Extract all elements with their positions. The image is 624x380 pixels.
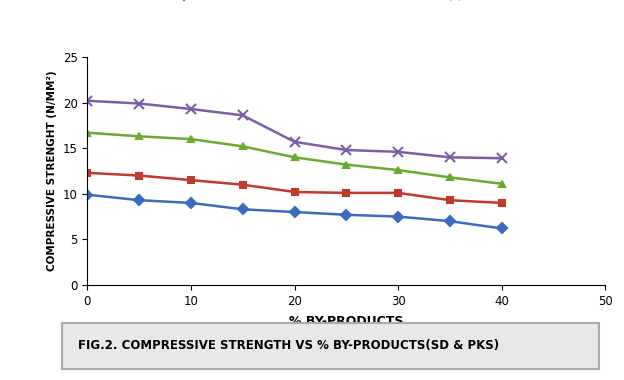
Line: 28 DAYS: 28 DAYS [82,96,507,163]
14 DAYS [187,178,195,182]
14 DAYS [498,201,505,205]
28 DAYS [343,148,350,152]
21 DAYS [135,134,143,139]
7DAYS [187,201,195,205]
X-axis label: % BY-PRODUCTS: % BY-PRODUCTS [289,315,404,328]
Legend: 7DAYS, 14 DAYS, 21 DAYS, 28 DAYS: 7DAYS, 14 DAYS, 21 DAYS, 28 DAYS [166,0,527,6]
21 DAYS [498,182,505,186]
14 DAYS [84,171,91,175]
21 DAYS [291,155,298,160]
28 DAYS [135,101,143,106]
21 DAYS [446,175,454,180]
21 DAYS [84,130,91,135]
28 DAYS [84,98,91,103]
14 DAYS [291,190,298,194]
7DAYS [239,207,246,212]
Y-axis label: COMPRESSIVE STRENGHT (N/MM²): COMPRESSIVE STRENGHT (N/MM²) [47,71,57,271]
14 DAYS [446,198,454,203]
28 DAYS [239,113,246,118]
28 DAYS [446,155,454,160]
21 DAYS [343,162,350,167]
28 DAYS [394,150,402,154]
21 DAYS [187,137,195,141]
Line: 7DAYS: 7DAYS [84,191,505,232]
7DAYS [135,198,143,203]
7DAYS [446,219,454,223]
7DAYS [394,214,402,219]
7DAYS [498,226,505,231]
28 DAYS [498,156,505,160]
28 DAYS [291,139,298,144]
Line: 14 DAYS: 14 DAYS [84,169,505,206]
14 DAYS [394,191,402,195]
Text: FIG.2. COMPRESSIVE STRENGTH VS % BY-PRODUCTS(SD & PKS): FIG.2. COMPRESSIVE STRENGTH VS % BY-PROD… [79,339,500,352]
21 DAYS [394,168,402,173]
21 DAYS [239,144,246,149]
14 DAYS [239,182,246,187]
14 DAYS [343,191,350,195]
14 DAYS [135,173,143,178]
Line: 21 DAYS: 21 DAYS [84,129,505,187]
28 DAYS [187,107,195,111]
7DAYS [343,212,350,217]
7DAYS [84,192,91,197]
FancyBboxPatch shape [62,323,599,369]
7DAYS [291,210,298,214]
